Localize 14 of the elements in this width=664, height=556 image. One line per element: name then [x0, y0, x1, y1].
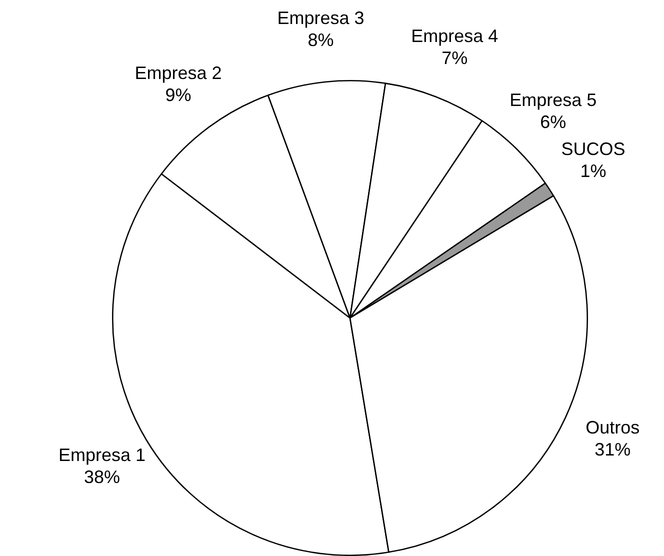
slice-label: SUCOS	[561, 139, 626, 160]
slice-label: Empresa 5	[510, 90, 597, 110]
data-label: 38%	[84, 466, 120, 487]
data-label: 31%	[594, 439, 631, 460]
data-label: 7%	[442, 48, 468, 68]
slice-label: Empresa 4	[411, 26, 498, 46]
data-label: 1%	[580, 161, 606, 182]
slice-label: Empresa 1	[58, 444, 146, 465]
data-label: 8%	[308, 30, 334, 50]
slice-label: Outros	[586, 417, 640, 438]
slice-label: Empresa 2	[134, 63, 222, 84]
slice-label: Empresa 3	[277, 8, 364, 28]
data-label: 6%	[540, 112, 566, 132]
data-label: 9%	[165, 85, 192, 106]
